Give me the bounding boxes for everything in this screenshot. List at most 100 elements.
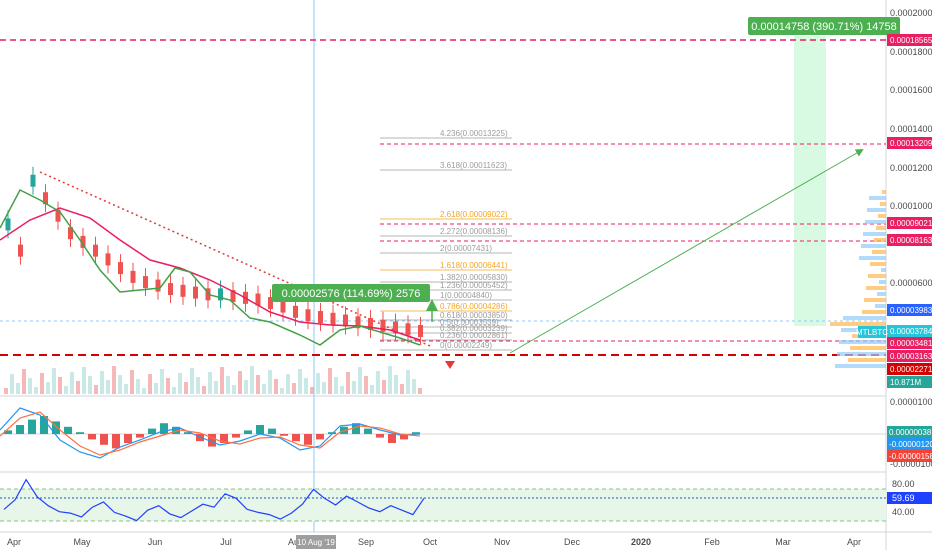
rsi-tick: 40.00: [892, 507, 915, 517]
volume-bar: [412, 379, 416, 394]
volume-profile-bar: [837, 352, 886, 356]
volume-bar: [112, 366, 116, 394]
symbol-label-box: [858, 326, 886, 338]
macd-bar: [148, 428, 156, 434]
volume-bar: [118, 375, 122, 394]
volume-bar: [154, 383, 158, 394]
volume-bar: [52, 368, 56, 394]
macd-bar: [400, 434, 408, 440]
volume-bar: [40, 373, 44, 394]
macd-bar: [184, 432, 192, 434]
time-tick: Sep: [358, 537, 374, 547]
volume-bar: [172, 387, 176, 394]
macd-bar: [220, 434, 228, 443]
volume-bar: [388, 366, 392, 394]
macd-bar: [88, 434, 96, 440]
volume-bar: [22, 369, 26, 394]
volume-bar: [280, 388, 284, 394]
macd-bar: [112, 434, 120, 449]
price-marker-label: 0.00018565: [890, 36, 932, 45]
macd-marker-box: [887, 450, 932, 462]
symbol-label: MTLBTC: [856, 328, 888, 337]
main-pane[interactable]: [0, 0, 886, 396]
fib-label: 0.786(0.00004286): [440, 302, 508, 311]
volume-bar: [376, 371, 380, 394]
volume-profile-bar: [861, 244, 886, 248]
macd-line: [0, 407, 421, 459]
volume-bar: [136, 379, 140, 394]
candle-body: [405, 323, 411, 336]
price-marker-box: [887, 234, 932, 246]
volume-bar: [16, 383, 20, 394]
macd-bar: [388, 434, 396, 443]
time-tick: Apr: [7, 537, 21, 547]
volume-bar: [64, 386, 68, 394]
candle-body: [268, 297, 273, 310]
macd-marker-label: -0.00000158: [889, 452, 932, 461]
volume-profile-bar: [843, 316, 886, 320]
volume-bar: [334, 377, 338, 394]
volume-bar: [88, 376, 92, 394]
volume-bar: [418, 388, 422, 394]
volume-bar: [322, 382, 326, 394]
volume-bar: [256, 375, 260, 394]
volume-bars: [4, 366, 422, 394]
candles: [5, 166, 423, 346]
volume-bar: [274, 379, 278, 394]
candle-body: [80, 235, 86, 248]
rsi-current-value: 59.69: [892, 493, 915, 503]
ma-magenta-line: [0, 207, 421, 341]
price-marker-label: 0.00003481: [890, 339, 932, 348]
volume-profile-bar: [864, 298, 886, 302]
candle-body: [293, 305, 298, 318]
price-marker-box: [887, 376, 932, 388]
volume-bar: [286, 374, 290, 394]
fib-label: 2.618(0.00009022): [440, 210, 508, 219]
candle-body: [230, 290, 236, 303]
projection-arrow: [509, 149, 864, 354]
volume-bar: [220, 367, 224, 394]
volume-profile-bar: [848, 358, 886, 362]
volume-profile-bar: [866, 286, 886, 290]
price-marker-label: 0.00003784: [890, 327, 932, 336]
volume-bar: [370, 385, 374, 394]
price-marker-box: [887, 34, 932, 46]
volume-bar: [268, 370, 272, 394]
volume-bar: [70, 372, 74, 394]
fib-label: 1.382(0.00005830): [440, 273, 508, 282]
volume-bar: [82, 367, 86, 394]
time-axis[interactable]: AprMayJunJulAugSepOctNovDec2020FebMarApr: [7, 537, 861, 547]
volume-bar: [250, 366, 254, 394]
volume-bar: [304, 378, 308, 394]
macd-bar: [40, 416, 48, 434]
volume-profile-bar: [868, 274, 886, 278]
fib-label: 2(0.00007431): [440, 244, 492, 253]
volume-profile-bar: [835, 364, 886, 368]
volume-bar: [196, 377, 200, 394]
macd-bar: [124, 434, 132, 443]
macd-tick: -0.00001000: [890, 459, 932, 469]
candle-body: [93, 244, 98, 257]
volume-profile-bar: [877, 292, 886, 296]
volume-bar: [46, 382, 50, 394]
volume-bar: [142, 388, 146, 394]
rsi-line: [3, 478, 425, 522]
volume-bar: [124, 384, 128, 394]
time-tick: May: [73, 537, 91, 547]
volume-profile-bar: [876, 226, 886, 230]
volume-bar: [58, 377, 62, 394]
time-tick: 2020: [631, 537, 651, 547]
volume-profile-bar: [875, 304, 886, 308]
time-tick: Oct: [423, 537, 438, 547]
price-marker-box: [887, 217, 932, 229]
volume-bar: [316, 373, 320, 394]
candle-body: [368, 318, 373, 331]
volume-profile-bar: [880, 202, 886, 206]
volume-profile-bar: [867, 208, 886, 212]
